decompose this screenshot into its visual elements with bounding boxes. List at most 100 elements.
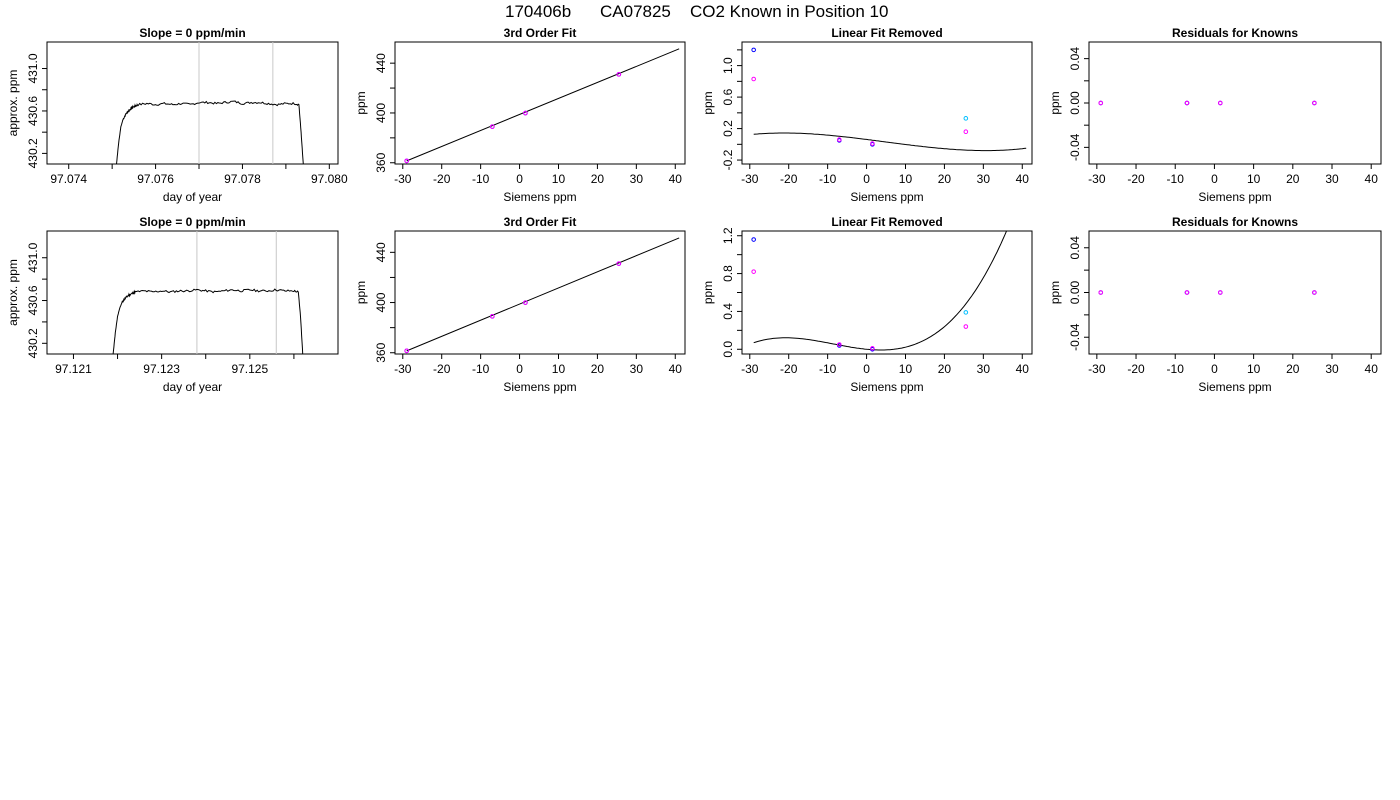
- x-tick-label: -30: [741, 362, 759, 376]
- x-tick-label: -10: [472, 172, 490, 186]
- data-point: [1098, 100, 1104, 106]
- x-tick-label: 0: [1211, 172, 1218, 186]
- data-point: [751, 269, 756, 274]
- fit-line: [406, 237, 680, 352]
- panel-title: Slope = 0 ppm/min: [139, 215, 245, 229]
- y-tick-label: 431.0: [26, 242, 40, 272]
- chart-panel-3: Linear Fit Removed -30 -20 -10 0 10 20 30 40 Siem…: [701, 26, 1033, 204]
- plot-marks: [116, 42, 304, 164]
- x-tick-label: 40: [1365, 172, 1379, 186]
- plot-frame: [741, 41, 1033, 165]
- plot-marks: [112, 231, 304, 354]
- x-axis-label: Siemens ppm: [503, 380, 576, 394]
- concentration-trace: [116, 100, 304, 164]
- y-tick-label: 1.0: [721, 57, 735, 74]
- y-tick-label: 0.00: [1068, 280, 1082, 304]
- x-tick-label: -20: [780, 362, 798, 376]
- chart-panel-7: Linear Fit Removed -30 -20 -10 0 10 20 30 40 Siem…: [701, 215, 1033, 394]
- x-tick-label: -10: [1167, 172, 1185, 186]
- x-tick-label: 10: [899, 172, 913, 186]
- x-axis-label: day of year: [163, 380, 222, 394]
- x-tick-label: 97.076: [137, 172, 174, 186]
- x-tick-label: 40: [669, 362, 683, 376]
- chart-panel-8: Residuals for Knowns -30 -20 -10 0 10 20 30 40 Si…: [1048, 215, 1382, 394]
- cubic-fit-curve: [753, 132, 1027, 152]
- x-tick-label: 10: [552, 172, 566, 186]
- panel-title: Linear Fit Removed: [831, 215, 942, 229]
- x-tick-label: 40: [669, 172, 683, 186]
- x-tick-label: 40: [1016, 172, 1030, 186]
- cubic-fit-curve: [753, 231, 1008, 351]
- x-tick-label: -20: [1127, 362, 1145, 376]
- y-tick-label: 0.04: [1068, 47, 1082, 71]
- y-tick-label: 0.2: [721, 120, 735, 137]
- x-tick-label: -10: [819, 172, 837, 186]
- panel-title: Residuals for Knowns: [1172, 215, 1298, 229]
- y-tick-label: 360: [374, 342, 388, 362]
- data-point: [1312, 100, 1317, 106]
- plot-frame: [46, 230, 339, 355]
- x-tick-label: 20: [938, 362, 952, 376]
- chart-panel-5: Slope = 0 ppm/min 97.121 97.123 97.125 day o…: [6, 215, 339, 394]
- x-axis-label: day of year: [163, 190, 222, 204]
- x-tick-label: 30: [977, 362, 991, 376]
- plot-marks: [1098, 290, 1317, 295]
- x-tick-label: -30: [394, 362, 412, 376]
- x-axis-label: Siemens ppm: [1198, 380, 1271, 394]
- data-point: [1312, 290, 1317, 295]
- x-tick-label: 40: [1016, 362, 1030, 376]
- x-tick-label: 97.074: [50, 172, 87, 186]
- plot-marks: [751, 47, 1027, 152]
- x-tick-label: -30: [1088, 172, 1106, 186]
- y-axis-label: approx. ppm: [6, 70, 20, 137]
- x-tick-label: -30: [741, 172, 759, 186]
- y-tick-label: 400: [374, 103, 388, 123]
- y-axis-label: ppm: [701, 91, 715, 114]
- data-point: [870, 141, 875, 146]
- x-tick-label: -20: [433, 362, 451, 376]
- panel-title: 3rd Order Fit: [504, 215, 577, 229]
- x-tick-label: 0: [863, 362, 870, 376]
- data-point: [1218, 290, 1223, 295]
- y-tick-label: 1.2: [721, 227, 735, 244]
- x-tick-label: 0: [516, 362, 523, 376]
- x-tick-label: -20: [433, 172, 451, 186]
- x-tick-label: 10: [1247, 362, 1261, 376]
- y-tick-label: 0.00: [1068, 91, 1082, 115]
- plot-marks: [404, 48, 680, 164]
- x-tick-label: 30: [977, 172, 991, 186]
- chart-panel-4: Residuals for Knowns -30 -20 -10 0 10 20 30 40 Si…: [1048, 26, 1382, 204]
- data-point: [751, 76, 756, 82]
- y-tick-label: 431.0: [26, 53, 40, 83]
- y-tick-label: 430.2: [26, 328, 40, 358]
- chart-panel-2: 3rd Order Fit -30 -20 -10 0 10 20 30 40 Siemens p…: [354, 26, 686, 204]
- y-tick-label: 0.0: [721, 341, 735, 358]
- y-axis-label: ppm: [1048, 281, 1062, 304]
- x-tick-label: 10: [552, 362, 566, 376]
- data-point: [837, 342, 842, 347]
- x-tick-label: 10: [899, 362, 913, 376]
- data-point: [404, 348, 409, 354]
- panel-title: Residuals for Knowns: [1172, 26, 1298, 40]
- plot-frame: [394, 41, 686, 165]
- data-point: [404, 158, 409, 164]
- run-id: 170406b: [505, 2, 571, 21]
- x-tick-label: -10: [1167, 362, 1185, 376]
- data-point: [963, 116, 969, 121]
- plot-marks: [751, 231, 1008, 352]
- x-axis-label: Siemens ppm: [850, 190, 923, 204]
- x-tick-label: 20: [1286, 362, 1300, 376]
- x-tick-label: 0: [1211, 362, 1218, 376]
- plot-frame: [741, 230, 1033, 355]
- x-axis-label: Siemens ppm: [850, 380, 923, 394]
- x-tick-label: -10: [819, 362, 837, 376]
- x-axis-label: Siemens ppm: [1198, 190, 1271, 204]
- y-axis-label: ppm: [1048, 91, 1062, 114]
- data-point: [523, 110, 528, 116]
- y-tick-label: 430.6: [26, 285, 40, 315]
- data-point: [751, 237, 756, 242]
- data-point: [1098, 290, 1104, 295]
- fit-line: [406, 48, 680, 162]
- x-tick-label: 20: [1286, 172, 1300, 186]
- data-point: [616, 261, 622, 266]
